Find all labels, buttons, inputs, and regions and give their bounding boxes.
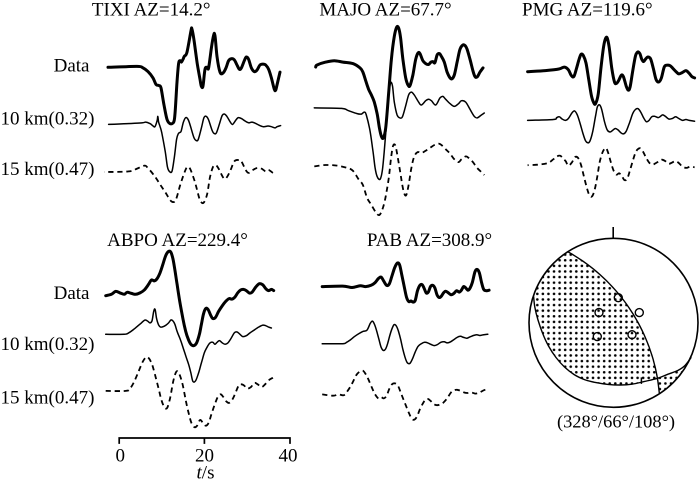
svg-text:t/s: t/s: [197, 463, 215, 484]
svg-text:Data: Data: [54, 283, 90, 304]
svg-text:20: 20: [195, 446, 214, 467]
svg-text:15 km(0.47): 15 km(0.47): [1, 159, 95, 180]
svg-text:PMG AZ=119.6°: PMG AZ=119.6°: [522, 0, 653, 21]
svg-text:10 km(0.32): 10 km(0.32): [1, 334, 95, 355]
svg-text:40: 40: [279, 446, 298, 467]
svg-text:MAJO AZ=67.7°: MAJO AZ=67.7°: [319, 0, 451, 21]
svg-text:PAB AZ=308.9°: PAB AZ=308.9°: [367, 230, 492, 251]
svg-text:(328°/66°/108°): (328°/66°/108°): [557, 412, 675, 433]
svg-text:10 km(0.32): 10 km(0.32): [1, 108, 95, 129]
svg-text:ABPO AZ=229.4°: ABPO AZ=229.4°: [107, 230, 248, 251]
svg-text:15 km(0.47): 15 km(0.47): [1, 388, 95, 409]
svg-text:0: 0: [116, 446, 126, 467]
svg-text:Data: Data: [54, 56, 90, 77]
svg-text:TIXI AZ=14.2°: TIXI AZ=14.2°: [92, 0, 211, 21]
